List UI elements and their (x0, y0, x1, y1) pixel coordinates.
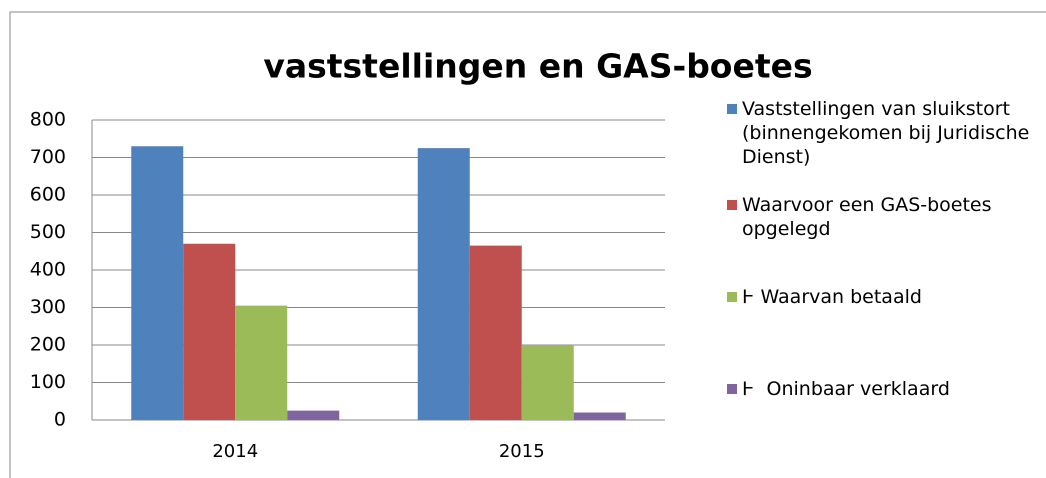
bar (417, 148, 470, 420)
legend-swatch (727, 292, 737, 302)
legend-label: Vaststellingen van sluikstort (binnengek… (742, 98, 1036, 168)
legend-entry: Waarvoor een GAS-boetes opgelegd (727, 193, 1042, 241)
y-tick-label: 400 (30, 259, 66, 281)
bar (287, 410, 340, 420)
x-tick-label: 2014 (212, 441, 258, 462)
y-tick-label: 700 (30, 146, 66, 168)
legend-label: Ͱ Waarvan betaald (742, 286, 922, 308)
bar (469, 245, 522, 420)
legend-swatch (727, 200, 737, 210)
legend-entry: Vaststellingen van sluikstort (binnengek… (727, 97, 1042, 169)
y-tick-label: 800 (30, 109, 66, 131)
y-tick-label: 100 (30, 371, 66, 393)
legend-entry: Ͱ Oninbaar verklaard (727, 377, 1042, 401)
bar (131, 146, 184, 420)
bar (235, 305, 288, 420)
y-tick-label: 0 (54, 409, 66, 431)
legend-label: Waarvoor een GAS-boetes opgelegd (742, 194, 998, 240)
x-tick-label: 2015 (499, 441, 545, 462)
chart-frame (9, 11, 1046, 478)
legend-entry: Ͱ Waarvan betaald (727, 285, 1042, 309)
y-tick-label: 300 (30, 296, 66, 318)
bar (183, 243, 236, 420)
bar (521, 345, 574, 420)
y-tick-label: 600 (30, 184, 66, 206)
legend-label: Ͱ Oninbaar verklaard (742, 378, 950, 400)
legend-swatch (727, 384, 737, 394)
y-tick-label: 200 (30, 334, 66, 356)
y-tick-label: 500 (30, 221, 66, 243)
bar (573, 412, 626, 420)
chart-title: vaststellingen en GAS-boetes (263, 47, 812, 86)
legend-swatch (727, 104, 737, 114)
